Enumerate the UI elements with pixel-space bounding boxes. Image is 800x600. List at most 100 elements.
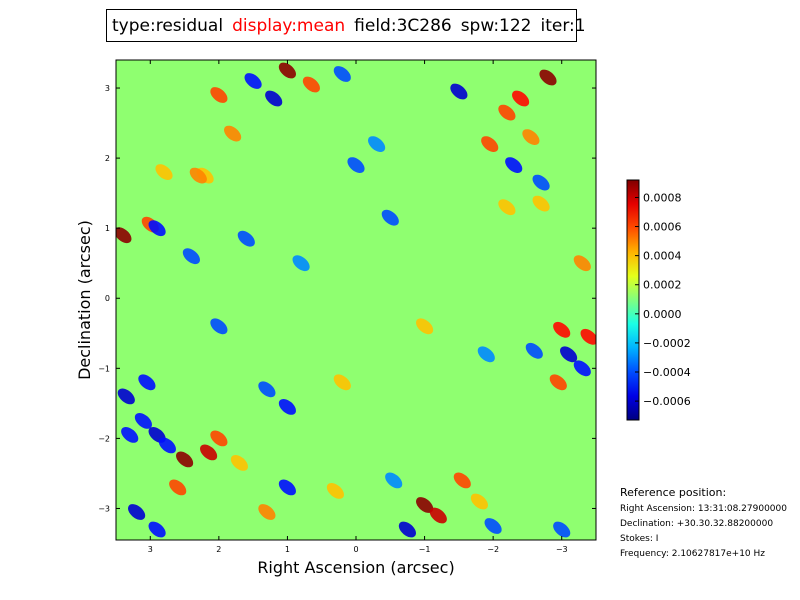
title-field: field:3C286 xyxy=(354,15,452,36)
colorbar-tick-label: 0.0004 xyxy=(643,250,682,263)
reference-dec: Declination: +30.30.32.88200000 xyxy=(620,519,774,529)
colorbar-tick-label: 0.0000 xyxy=(643,308,682,321)
heatmap-blob xyxy=(258,504,276,520)
title-display: display:mean xyxy=(232,15,346,36)
title-iter: iter:1 xyxy=(540,15,586,36)
colorbar-tick-label: −0.0004 xyxy=(643,366,691,379)
heatmap-blob xyxy=(385,472,403,489)
y-axis-label: Declination (arcsec) xyxy=(75,220,94,380)
heatmap-blob xyxy=(117,388,135,405)
heatmap-blob xyxy=(128,504,146,520)
plot-title-box: type:residual display:mean field:3C286 s… xyxy=(106,9,586,42)
heatmap-blob xyxy=(158,437,176,454)
y-tick-label: −2 xyxy=(98,434,110,443)
heatmap-blob xyxy=(302,76,320,93)
heatmap-blob xyxy=(210,87,228,103)
heatmap-blob xyxy=(182,248,200,265)
y-tick-label: −3 xyxy=(98,504,110,513)
heatmap-blob xyxy=(450,83,468,100)
colorbar-tick-label: 0.0002 xyxy=(643,279,682,292)
heatmap-blob xyxy=(525,342,543,359)
reference-info: Reference position: Right Ascension: 13:… xyxy=(620,485,798,562)
x-tick-label: −3 xyxy=(556,545,568,554)
heatmap-blob xyxy=(580,328,596,345)
heatmap-blob xyxy=(244,73,262,89)
heatmap-blob xyxy=(429,507,447,524)
heatmap-blob xyxy=(200,444,218,461)
heatmap-blob xyxy=(278,398,296,415)
colorbar-tick-label: −0.0002 xyxy=(643,337,691,350)
colorbar xyxy=(626,179,640,421)
colorbar-tick-label: −0.0006 xyxy=(643,395,691,408)
heatmap-blob xyxy=(189,167,207,184)
heatmap-blob xyxy=(237,230,255,247)
heatmap-blob xyxy=(116,227,132,244)
heatmap-blob xyxy=(522,129,540,146)
heatmap-blob xyxy=(368,136,386,153)
heatmap-blob xyxy=(498,199,516,216)
reference-stokes: Stokes: I xyxy=(620,534,659,544)
heatmap-blob xyxy=(573,360,591,377)
heatmap-blob xyxy=(169,479,187,496)
heatmap-blob xyxy=(553,321,571,338)
heatmap-blob xyxy=(224,125,242,142)
heatmap-blob xyxy=(549,374,567,391)
heatmap-image[interactable] xyxy=(111,59,600,540)
colorbar-ticks: 0.0008 0.0006 0.0004 0.0002 0.0000 −0.0002 −0.… xyxy=(635,191,691,408)
heatmap-blob xyxy=(134,412,152,429)
colorbar-tick-label: 0.0006 xyxy=(643,221,682,234)
heatmap-blob xyxy=(258,381,276,398)
heatmap-blob xyxy=(148,220,166,237)
y-tick-label: 1 xyxy=(105,224,110,233)
heatmap-blob xyxy=(333,374,351,391)
x-axis-label: Right Ascension (arcsec) xyxy=(257,558,454,577)
heatmap-blob xyxy=(210,318,228,335)
heatmap-blob xyxy=(573,255,591,272)
heatmap-blob xyxy=(278,479,296,496)
y-tick-label: 2 xyxy=(105,154,110,163)
heatmap-blob xyxy=(512,90,530,107)
heatmap-blob xyxy=(498,104,516,121)
title-spw: spw:122 xyxy=(460,15,532,36)
x-tick-label: 2 xyxy=(216,545,221,554)
y-tick-label: −1 xyxy=(98,364,110,373)
x-tick-label: 3 xyxy=(148,545,153,554)
heatmap-blob xyxy=(470,493,488,510)
heatmap-blob xyxy=(265,90,283,107)
heatmap-blob xyxy=(210,430,228,447)
heatmap-blob xyxy=(148,521,166,538)
heatmap-blob xyxy=(484,518,502,534)
x-tick-label: −2 xyxy=(487,545,499,554)
axes: 3 2 1 0 −1 −2 −3 3 2 1 0 −1 −2 −3 xyxy=(98,60,596,554)
heatmap-blob xyxy=(505,157,523,174)
reference-frequency: Frequency: 2.10627817e+10 Hz xyxy=(620,549,766,559)
heatmap-blob xyxy=(155,164,173,181)
heatmap-blob xyxy=(176,451,194,468)
y-tick-label: 0 xyxy=(105,294,110,303)
x-tick-label: 1 xyxy=(285,545,290,554)
heatmap-blob xyxy=(138,374,156,391)
heatmap-blob xyxy=(416,497,434,513)
heatmap-background xyxy=(116,60,596,540)
heatmap-blob xyxy=(230,454,248,471)
heatmap-blob xyxy=(560,346,578,363)
heatmap-blob xyxy=(333,66,351,82)
heatmap-blob xyxy=(553,521,571,538)
heatmap-blob xyxy=(481,136,499,153)
x-tick-label: −1 xyxy=(419,545,431,554)
heatmap-blob xyxy=(539,69,557,86)
colorbar-tick-label: 0.0008 xyxy=(643,191,682,204)
reference-ra: Right Ascension: 13:31:08.27900000 xyxy=(620,504,787,514)
heatmap-blob xyxy=(278,62,296,79)
x-tick-label: 0 xyxy=(353,545,358,554)
heatmap-blob xyxy=(477,346,495,363)
heatmap-blob xyxy=(532,195,550,212)
heatmap-blob xyxy=(326,482,344,499)
y-tick-label: 3 xyxy=(105,84,110,93)
heatmap-blob xyxy=(398,521,416,538)
reference-heading: Reference position: xyxy=(620,486,727,499)
heatmap-blob xyxy=(292,255,310,272)
heatmap-blob xyxy=(453,472,471,489)
heatmap-blob xyxy=(121,426,139,443)
